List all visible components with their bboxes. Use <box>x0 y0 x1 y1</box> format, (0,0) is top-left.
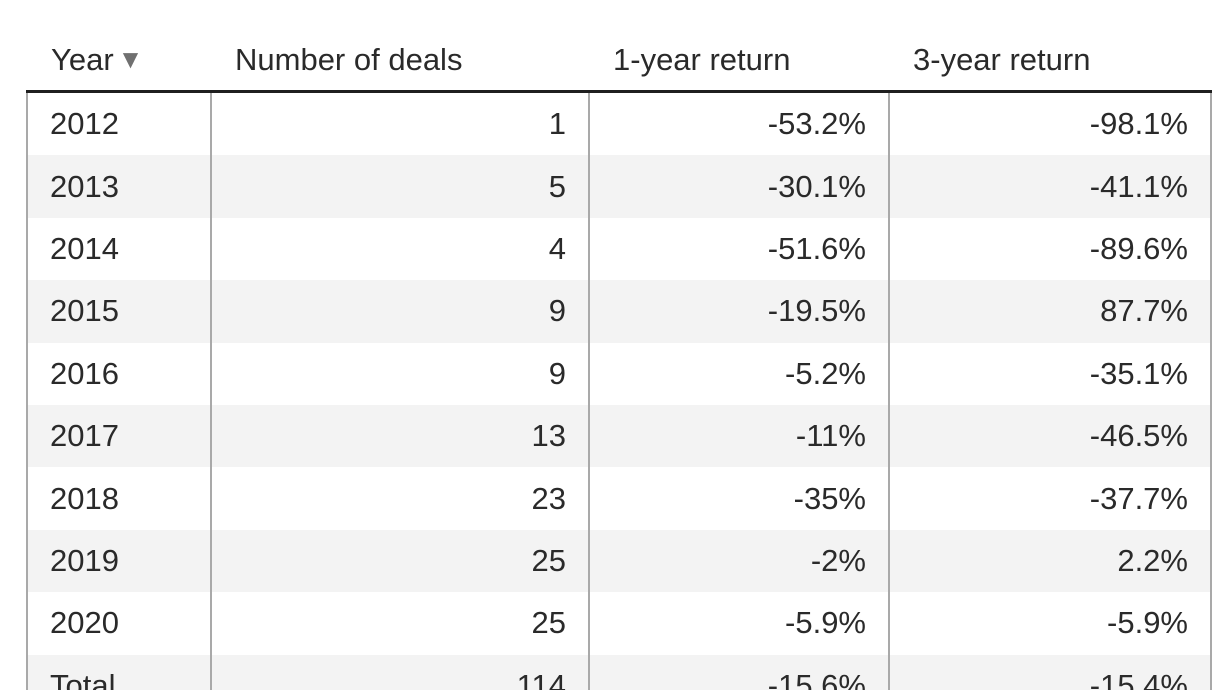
table-row: 2012 1 -53.2% -98.1% <box>26 91 1212 156</box>
table-row: 2015 9 -19.5% 87.7% <box>26 280 1212 343</box>
cell-3-year-return: -98.1% <box>889 91 1212 156</box>
cell-1-year-return: -51.6% <box>589 217 890 281</box>
cell-3-year-return: 87.7% <box>889 280 1212 343</box>
cell-year: 2019 <box>26 529 212 593</box>
cell-year: 2017 <box>26 404 212 468</box>
cell-number-of-deals: 114 <box>211 654 590 690</box>
cell-year: 2020 <box>26 592 212 655</box>
cell-number-of-deals: 1 <box>211 91 590 156</box>
cell-number-of-deals: 9 <box>211 342 590 405</box>
cell-year: Total <box>26 654 212 690</box>
table-row: 2019 25 -2% 2.2% <box>26 529 1212 593</box>
header-1-year-return: 1-year return <box>589 30 889 93</box>
table-row: 2018 23 -35% -37.7% <box>26 467 1212 530</box>
cell-year: 2015 <box>26 280 212 343</box>
header-row: Year ▼ Number of deals 1-year return 3-ye… <box>27 30 1211 93</box>
deals-returns-table: Year ▼ Number of deals 1-year return 3-ye… <box>26 30 1212 690</box>
cell-3-year-return: -5.9% <box>889 592 1212 655</box>
cell-1-year-return: -15.6% <box>589 654 890 690</box>
cell-3-year-return: -46.5% <box>889 404 1212 468</box>
header-year[interactable]: Year ▼ <box>27 30 211 93</box>
sort-descending-icon[interactable]: ▼ <box>117 44 144 74</box>
cell-1-year-return: -30.1% <box>589 155 890 218</box>
cell-1-year-return: -11% <box>589 404 890 468</box>
cell-1-year-return: -5.9% <box>589 592 890 655</box>
cell-3-year-return: -37.7% <box>889 467 1212 530</box>
cell-1-year-return: -53.2% <box>589 91 890 156</box>
cell-year: 2016 <box>26 342 212 405</box>
table-row: Total 114 -15.6% -15.4% <box>26 654 1212 690</box>
cell-3-year-return: -15.4% <box>889 654 1212 690</box>
cell-1-year-return: -19.5% <box>589 280 890 343</box>
cell-3-year-return: -41.1% <box>889 155 1212 218</box>
cell-year: 2018 <box>26 467 212 530</box>
table-header: Year ▼ Number of deals 1-year return 3-ye… <box>27 30 1211 93</box>
table-row: 2016 9 -5.2% -35.1% <box>26 342 1212 405</box>
table-row: 2020 25 -5.9% -5.9% <box>26 592 1212 655</box>
header-3-year-return: 3-year return <box>889 30 1211 93</box>
cell-number-of-deals: 25 <box>211 592 590 655</box>
cell-year: 2012 <box>26 91 212 156</box>
cell-number-of-deals: 9 <box>211 280 590 343</box>
cell-number-of-deals: 23 <box>211 467 590 530</box>
header-year-label: Year <box>51 42 114 77</box>
cell-1-year-return: -5.2% <box>589 342 890 405</box>
cell-1-year-return: -2% <box>589 529 890 593</box>
table-row: 2014 4 -51.6% -89.6% <box>26 217 1212 281</box>
cell-3-year-return: -35.1% <box>889 342 1212 405</box>
cell-number-of-deals: 5 <box>211 155 590 218</box>
table-body: 2012 1 -53.2% -98.1% 2013 5 -30.1% -41.1% 2014 4-… <box>26 91 1212 690</box>
cell-1-year-return: -35% <box>589 467 890 530</box>
cell-number-of-deals: 13 <box>211 404 590 468</box>
header-number-of-deals: Number of deals <box>211 30 589 93</box>
cell-number-of-deals: 4 <box>211 217 590 281</box>
cell-year: 2013 <box>26 155 212 218</box>
cell-3-year-return: 2.2% <box>889 529 1212 593</box>
table-row: 2013 5 -30.1% -41.1% <box>26 155 1212 218</box>
table-row: 2017 13 -11% -46.5% <box>26 404 1212 468</box>
cell-3-year-return: -89.6% <box>889 217 1212 281</box>
cell-number-of-deals: 25 <box>211 529 590 593</box>
cell-year: 2014 <box>26 217 212 281</box>
